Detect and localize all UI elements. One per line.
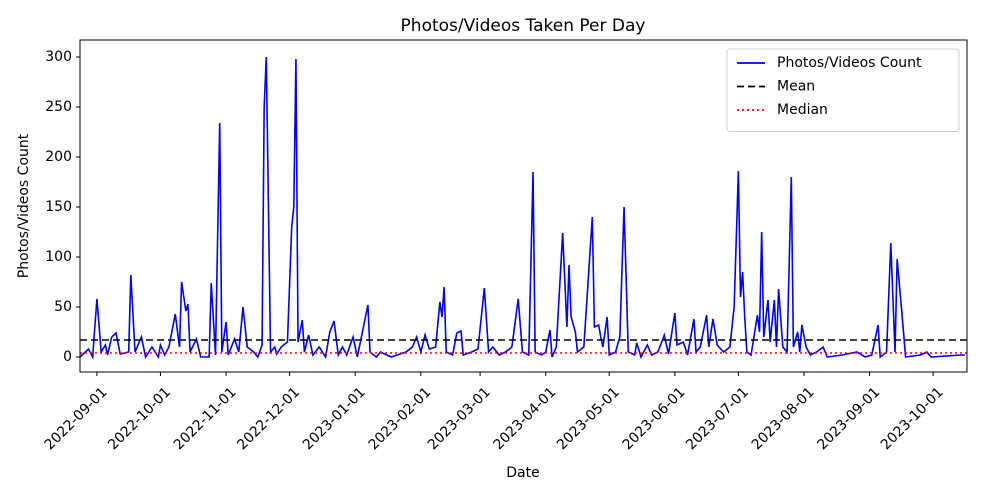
legend-label: Mean — [777, 79, 815, 95]
x-tick-label: 2023-02-01 — [366, 384, 435, 453]
x-tick-label: 2022-11-01 — [171, 384, 240, 453]
x-tick-label: 2023-09-01 — [814, 384, 883, 453]
x-tick-label: 2023-10-01 — [878, 384, 947, 453]
x-axis-label: Date — [506, 465, 539, 481]
x-tick-label: 2023-05-01 — [554, 384, 623, 453]
y-tick-label: 300 — [45, 49, 72, 65]
legend-label: Photos/Videos Count — [777, 55, 922, 71]
y-tick-label: 0 — [63, 349, 72, 365]
x-tick-label: 2023-04-01 — [490, 384, 559, 453]
plot-frame — [79, 39, 968, 373]
data-line — [79, 56, 965, 360]
x-tick-label: 2023-07-01 — [683, 384, 752, 453]
y-tick-label: 150 — [45, 199, 72, 215]
legend: Photos/Videos Count Mean Median — [726, 48, 960, 132]
x-tick-label: 2022-09-01 — [42, 384, 111, 453]
x-tick-label: 2023-03-01 — [425, 384, 494, 453]
chart-title: Photos/Videos Taken Per Day — [401, 16, 646, 36]
x-tick-label: 2023-01-01 — [300, 384, 369, 453]
y-tick-label: 50 — [54, 299, 72, 315]
y-tick-label: 200 — [45, 149, 72, 165]
x-tick-label: 2023-06-01 — [620, 384, 689, 453]
y-axis-label: Photos/Videos Count — [16, 133, 32, 278]
x-tick-label: 2023-08-01 — [749, 384, 818, 453]
x-tick-label: 2022-12-01 — [234, 384, 303, 453]
legend-label: Median — [777, 102, 828, 118]
y-tick-label: 100 — [45, 249, 72, 265]
y-tick-label: 250 — [45, 99, 72, 115]
legend-box — [726, 48, 960, 132]
x-tick-label: 2022-10-01 — [105, 384, 174, 453]
